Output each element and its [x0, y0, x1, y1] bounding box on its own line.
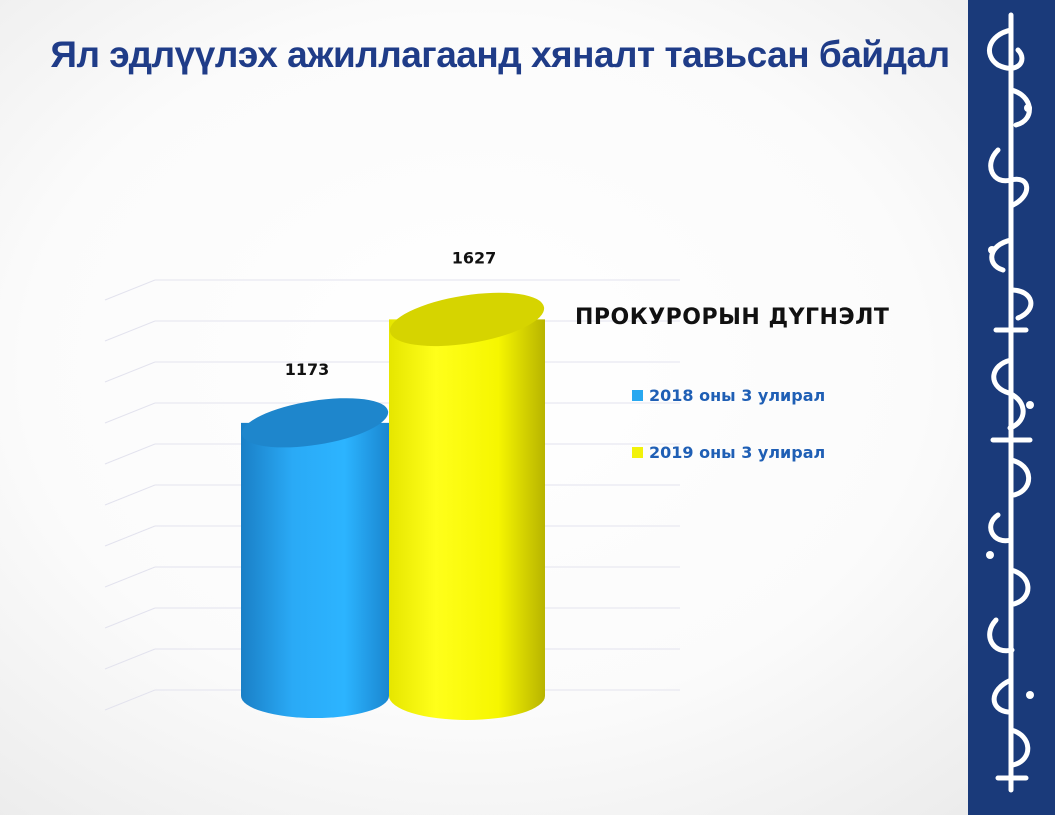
slide-title: Ял эдлүүлэх ажиллагаанд хяналт тавьсан б… [50, 34, 950, 75]
bar-chart: 1173 1627 [104, 248, 680, 720]
gridline-diagonal [104, 484, 156, 506]
gridline-diagonal [104, 566, 156, 588]
gridline-diagonal [104, 320, 156, 342]
legend-item-2018: 2018 оны 3 улирал [632, 386, 825, 405]
gridline-diagonal [104, 443, 156, 465]
gridline-diagonal [104, 648, 156, 670]
legend-label-2019: 2019 оны 3 улирал [649, 443, 826, 462]
gridline-diagonal [104, 361, 156, 383]
mongolian-script-art [986, 12, 1034, 793]
gridline-diagonal [104, 279, 156, 301]
bar-2018 [241, 422, 389, 718]
data-label-2018: 1173 [285, 360, 330, 379]
bar-2018-top [241, 398, 389, 448]
legend-item-2019: 2019 оны 3 улирал [632, 443, 825, 462]
gridline-diagonal [104, 402, 156, 424]
gridline-diagonal [104, 607, 156, 629]
legend-label-2018: 2018 оны 3 улирал [649, 386, 826, 405]
bar-2019 [389, 319, 545, 720]
bar-2019-top [389, 292, 545, 347]
legend-title: ПРОКУРОРЫН ДҮГНЭЛТ [575, 305, 890, 330]
gridline-diagonal [104, 525, 156, 547]
legend-swatch-2019 [632, 447, 643, 458]
data-label-2019: 1627 [452, 248, 497, 267]
gridline-diagonal [104, 689, 156, 711]
legend-swatch-2018 [632, 390, 643, 401]
mongolian-script-band [968, 0, 1055, 815]
